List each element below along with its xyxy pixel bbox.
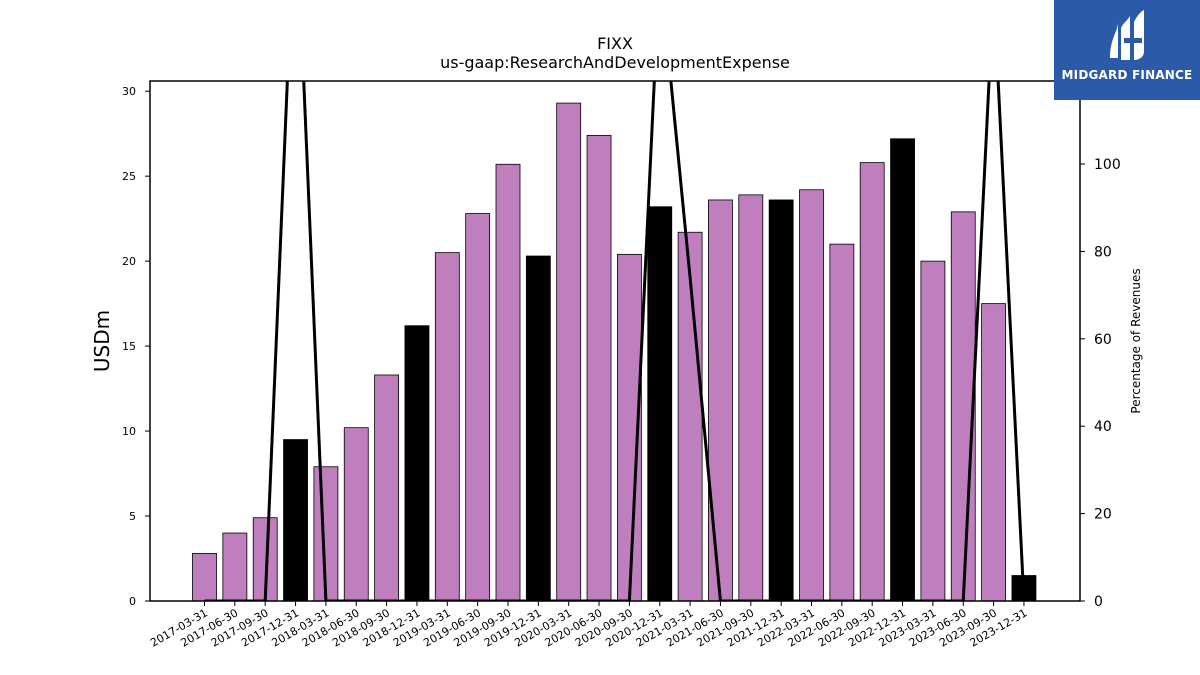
bar [768,199,794,602]
bar [586,134,612,602]
left-axis: 0 5 10 15 20 25 30 [122,85,150,608]
bar [920,260,946,602]
bar [738,194,764,602]
bar [556,102,582,602]
y-tick-label: 5 [129,510,136,523]
x-axis: 2017-03-312017-06-302017-09-302017-12-31… [148,601,1029,650]
y2-axis-label: Percentage of Revenues [1129,268,1143,413]
y2-tick-label: 40 [1094,419,1112,435]
bar [981,303,1006,602]
y2-tick-label: 0 [1094,594,1103,610]
logo-text: MIDGARD FINANCE [1061,68,1193,82]
bars-group [192,102,1037,602]
bar [192,553,217,602]
bar [890,138,915,602]
y2-tick-label: 100 [1094,157,1121,173]
midgard-logo-icon [1110,10,1144,60]
y2-tick-label: 20 [1094,507,1112,523]
bar [404,325,430,602]
y2-tick-label: 60 [1094,332,1112,348]
bar [343,427,369,602]
bar [799,189,824,602]
y-axis-label: USDm [90,310,114,372]
bar [859,162,885,602]
plot-frame [149,80,1081,602]
y-tick-label: 0 [129,595,136,608]
bar [829,243,855,602]
chart-subtitle: us-gaap:ResearchAndDevelopmentExpense [440,53,790,72]
bar [708,199,733,602]
bar [465,213,491,602]
y2-tick-label: 80 [1094,244,1112,260]
bar [283,439,308,602]
y-tick-label: 20 [122,255,136,268]
y-tick-label: 25 [122,170,136,183]
bar [374,374,400,602]
bar [525,255,551,602]
y-tick-label: 10 [122,425,136,438]
bar [495,163,521,602]
right-axis: 0 20 40 60 80 100 [1080,157,1121,610]
bar [434,252,460,602]
bar [222,532,248,602]
y-tick-label: 30 [122,85,136,98]
chart-title: FIXX [597,34,633,53]
logo: MIDGARD FINANCE [1054,0,1200,100]
y-tick-label: 15 [122,340,136,353]
bar [647,206,673,602]
